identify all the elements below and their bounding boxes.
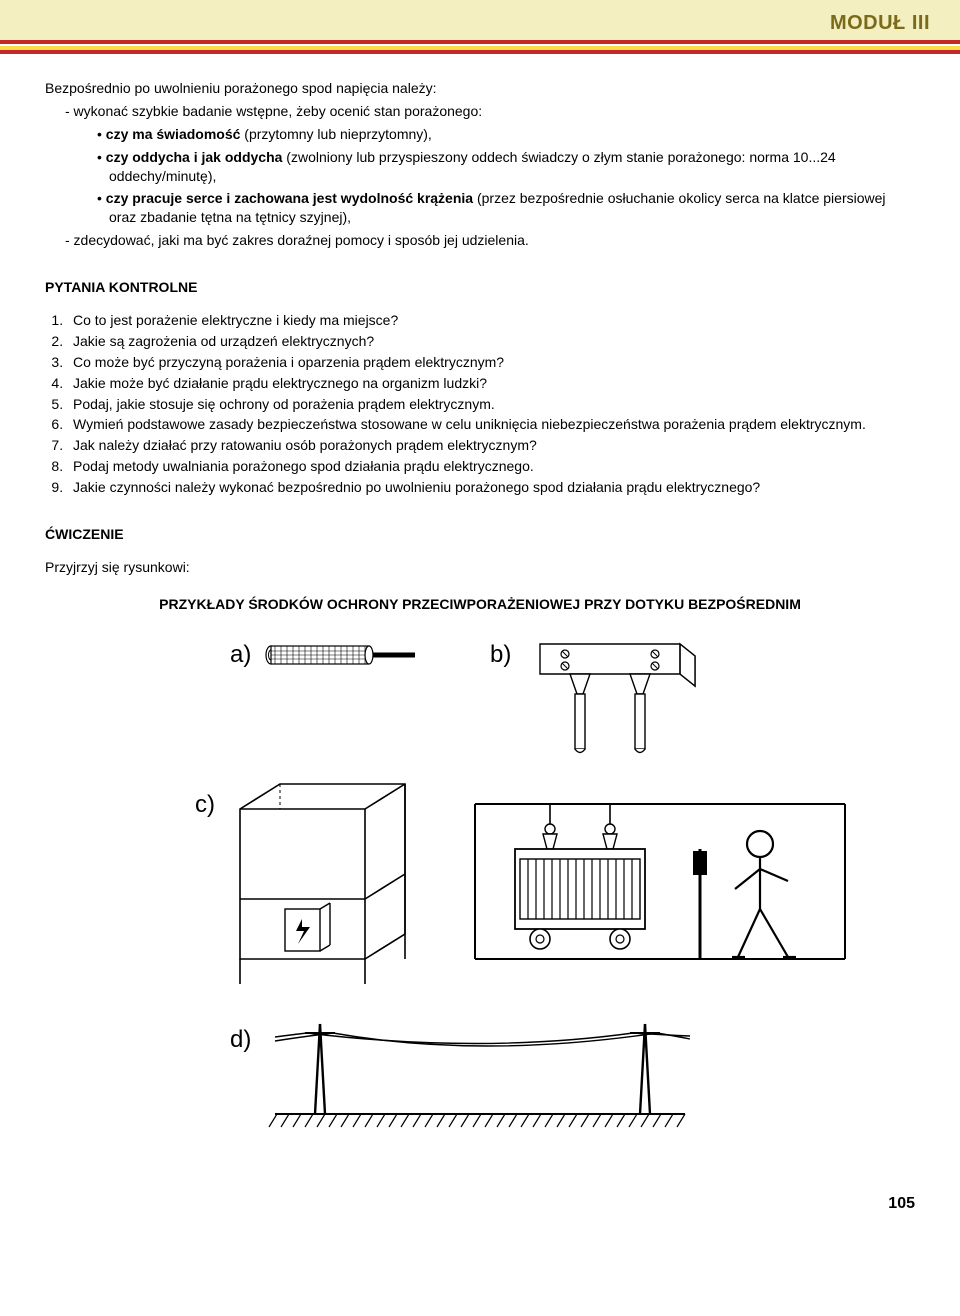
b1-bold: czy ma świadomość (106, 126, 241, 142)
figure-label-b: b) (490, 639, 511, 671)
question-item: Jak należy działać przy ratowaniu osób p… (67, 436, 915, 455)
questions-list: Co to jest porażenie elektryczne i kiedy… (45, 311, 915, 497)
figure-label-c: c) (195, 789, 215, 821)
intro-bullet-2: • czy oddycha i jak oddycha (zwolniony l… (45, 148, 915, 186)
figure-c-enclosure-icon (230, 779, 430, 989)
question-item: Podaj metody uwalniania porażonego spod … (67, 457, 915, 476)
question-item: Co może być przyczyną porażenia i oparze… (67, 353, 915, 372)
questions-title: PYTANIA KONTROLNE (45, 278, 915, 297)
figure-label-a: a) (230, 639, 251, 671)
b1-rest: (przytomny lub nieprzytomny), (240, 126, 431, 142)
figure-a-cable-icon (265, 644, 415, 666)
question-item: Jakie może być działanie prądu elektrycz… (67, 374, 915, 393)
figure-b-box-icon (525, 634, 705, 764)
question-item: Jakie są zagrożenia od urządzeń elektryc… (67, 332, 915, 351)
question-item: Wymień podstawowe zasady bezpieczeństwa … (67, 415, 915, 434)
exercise-title: PRZYKŁADY ŚRODKÓW OCHRONY PRZECIWPORAŻEN… (45, 595, 915, 614)
figure-c-scene-icon (470, 789, 850, 979)
figure-label-d: d) (230, 1024, 251, 1056)
b2-prefix: • (97, 149, 106, 165)
intro-dash1: - wykonać szybkie badanie wstępne, żeby … (45, 102, 915, 121)
b3-bold: czy pracuje serce i zachowana jest wydol… (106, 190, 473, 206)
b1-prefix: • (97, 126, 106, 142)
intro-lead: Bezpośrednio po uwolnieniu porażonego sp… (45, 79, 915, 98)
question-item: Co to jest porażenie elektryczne i kiedy… (67, 311, 915, 330)
exercise-instruction: Przyjrzyj się rysunkowi: (45, 558, 915, 577)
module-label: MODUŁ III (830, 10, 930, 37)
b3-prefix: • (97, 190, 106, 206)
b2-bold: czy oddycha i jak oddycha (106, 149, 283, 165)
intro-bullet-1: • czy ma świadomość (przytomny lub niepr… (45, 125, 915, 144)
question-item: Jakie czynności należy wykonać bezpośred… (67, 478, 915, 497)
intro-dash2: - zdecydować, jaki ma być zakres doraźne… (45, 231, 915, 250)
question-item: Podaj, jakie stosuje się ochrony od pora… (67, 395, 915, 414)
exercise-heading: ĆWICZENIE (45, 525, 915, 544)
page-number: 105 (0, 1189, 960, 1227)
page-content: Bezpośrednio po uwolnieniu porażonego sp… (0, 54, 960, 1189)
figure-d-overhead-line-icon (265, 1019, 695, 1139)
figures-container: a) b) (80, 639, 880, 1179)
intro-bullet-3: • czy pracuje serce i zachowana jest wyd… (45, 189, 915, 227)
header-bar: MODUŁ III (0, 0, 960, 40)
